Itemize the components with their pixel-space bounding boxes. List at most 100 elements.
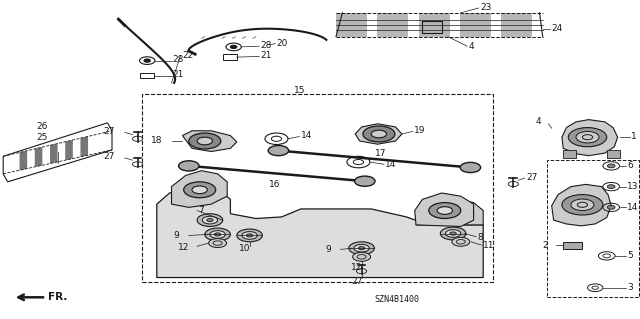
- Polygon shape: [355, 124, 402, 144]
- Polygon shape: [81, 137, 88, 157]
- Text: 19: 19: [414, 126, 426, 135]
- Text: 21: 21: [260, 51, 272, 60]
- Text: 27: 27: [351, 277, 363, 286]
- Circle shape: [445, 230, 461, 237]
- Circle shape: [268, 145, 289, 156]
- Text: 27: 27: [104, 127, 115, 136]
- Circle shape: [440, 227, 466, 240]
- Circle shape: [144, 59, 150, 62]
- Circle shape: [197, 214, 223, 226]
- Text: 9: 9: [326, 245, 332, 254]
- Circle shape: [202, 216, 218, 224]
- Circle shape: [197, 137, 212, 145]
- Text: 8: 8: [477, 233, 483, 242]
- Text: SZN4B1400: SZN4B1400: [374, 295, 419, 304]
- Text: 28: 28: [260, 41, 272, 50]
- Text: 2: 2: [542, 241, 548, 250]
- Circle shape: [179, 161, 199, 171]
- Circle shape: [429, 203, 461, 219]
- Circle shape: [230, 45, 237, 48]
- Circle shape: [607, 205, 615, 209]
- Text: 10: 10: [239, 244, 251, 253]
- Text: 15: 15: [294, 86, 306, 95]
- Text: 27: 27: [104, 152, 115, 161]
- Polygon shape: [501, 13, 532, 37]
- Circle shape: [437, 207, 452, 214]
- Circle shape: [568, 128, 607, 147]
- Circle shape: [192, 186, 207, 194]
- Circle shape: [371, 130, 387, 138]
- Circle shape: [353, 252, 371, 261]
- Circle shape: [189, 133, 221, 149]
- Circle shape: [460, 162, 481, 173]
- Bar: [142, 94, 493, 282]
- Circle shape: [214, 233, 221, 236]
- Bar: [547, 160, 639, 297]
- Circle shape: [607, 164, 615, 168]
- Circle shape: [237, 229, 262, 242]
- Circle shape: [607, 185, 615, 189]
- Text: 7: 7: [198, 206, 204, 215]
- Text: 23: 23: [480, 3, 492, 11]
- Polygon shape: [19, 151, 27, 170]
- Text: 4: 4: [535, 117, 541, 126]
- Text: 5: 5: [627, 251, 633, 260]
- Text: 14: 14: [301, 131, 312, 140]
- Text: 16: 16: [269, 180, 281, 189]
- Text: 13: 13: [627, 182, 639, 191]
- Polygon shape: [419, 13, 450, 37]
- Polygon shape: [35, 147, 42, 167]
- Circle shape: [207, 219, 213, 222]
- Circle shape: [450, 232, 456, 235]
- Bar: [422, 21, 442, 33]
- Circle shape: [355, 176, 375, 186]
- Polygon shape: [552, 184, 611, 226]
- Circle shape: [242, 232, 257, 239]
- Text: 9: 9: [173, 231, 179, 240]
- Polygon shape: [157, 187, 483, 278]
- Polygon shape: [50, 144, 58, 164]
- Text: 27: 27: [526, 173, 538, 182]
- Circle shape: [349, 242, 374, 255]
- Polygon shape: [460, 13, 491, 37]
- Circle shape: [210, 231, 225, 238]
- Text: 22: 22: [182, 51, 194, 60]
- Text: 14: 14: [385, 160, 397, 169]
- Circle shape: [358, 247, 365, 250]
- Circle shape: [562, 195, 603, 215]
- Circle shape: [246, 234, 253, 237]
- Polygon shape: [65, 140, 73, 160]
- Circle shape: [576, 131, 599, 143]
- Polygon shape: [336, 13, 367, 37]
- Text: FR.: FR.: [48, 292, 67, 302]
- Polygon shape: [415, 193, 474, 226]
- Text: 21: 21: [173, 70, 184, 79]
- Bar: [140, 73, 154, 78]
- Polygon shape: [182, 131, 237, 152]
- Text: 17: 17: [375, 149, 387, 158]
- Circle shape: [205, 228, 230, 241]
- Bar: [223, 54, 237, 60]
- Text: 4: 4: [468, 42, 474, 51]
- Circle shape: [452, 237, 470, 246]
- Text: 25: 25: [36, 133, 47, 142]
- Circle shape: [363, 126, 395, 142]
- Bar: [607, 150, 620, 158]
- Text: 18: 18: [151, 136, 163, 145]
- Text: 14: 14: [627, 203, 639, 212]
- Polygon shape: [172, 171, 227, 207]
- Text: 6: 6: [627, 161, 633, 170]
- Text: 12: 12: [178, 243, 189, 252]
- Text: 24: 24: [551, 24, 563, 33]
- Text: 11: 11: [483, 241, 494, 250]
- Circle shape: [209, 239, 227, 248]
- Text: 3: 3: [627, 283, 633, 292]
- Polygon shape: [562, 120, 618, 156]
- Bar: [563, 242, 582, 249]
- Text: 20: 20: [276, 39, 288, 48]
- Circle shape: [184, 182, 216, 198]
- Polygon shape: [416, 199, 483, 225]
- Circle shape: [354, 244, 369, 252]
- Polygon shape: [378, 13, 408, 37]
- Circle shape: [571, 199, 594, 211]
